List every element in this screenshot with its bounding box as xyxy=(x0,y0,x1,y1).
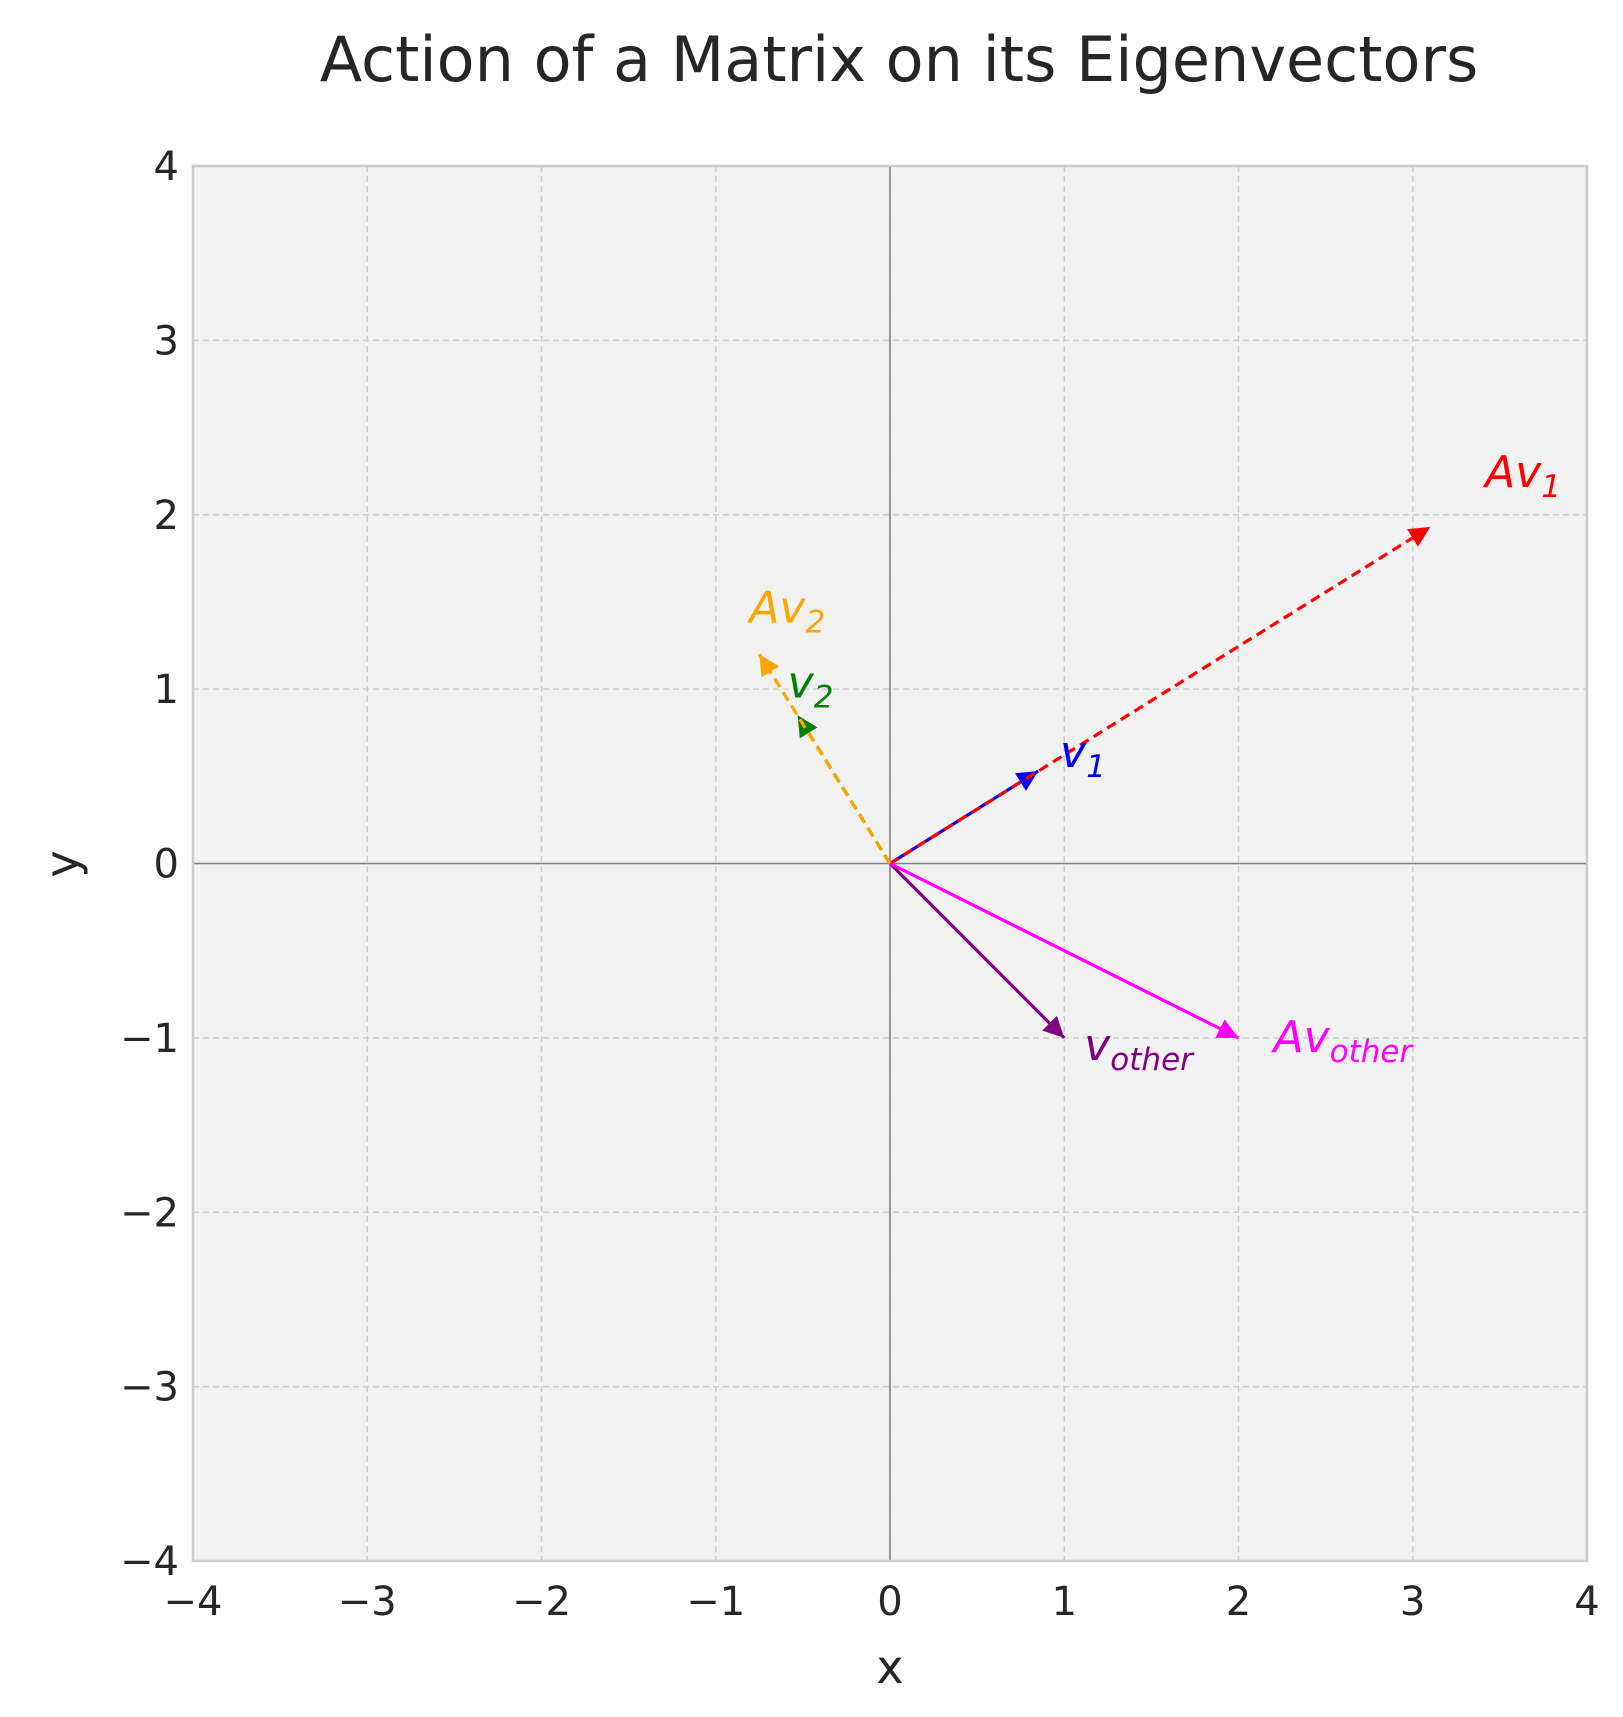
vector-av2 xyxy=(757,653,892,865)
y-tick-labels: −4 −3 −2 −1 0 1 2 3 4 xyxy=(120,144,179,1585)
vectors xyxy=(757,525,1432,1040)
x-axis-label: x xyxy=(876,1640,903,1694)
chart-title: Action of a Matrix on its Eigenvectors xyxy=(320,23,1479,96)
vector-labels: v1 Av1 v2 Av2 vother Avother xyxy=(746,447,1561,1078)
x-tick-label: 4 xyxy=(1574,1579,1599,1625)
y-tick-label: 3 xyxy=(154,318,179,364)
vector-label-v1: v1 xyxy=(1060,727,1106,785)
x-tick-label: 2 xyxy=(1226,1579,1251,1625)
vector-vother xyxy=(888,862,1066,1040)
vector-avother xyxy=(889,862,1240,1040)
x-tick-label: −2 xyxy=(512,1579,571,1625)
y-tick-label: −1 xyxy=(120,1016,179,1062)
y-axis-label: y xyxy=(35,850,89,877)
vector-label-vother: vother xyxy=(1084,1020,1195,1078)
y-tick-label: 0 xyxy=(154,842,179,888)
y-tick-label: 4 xyxy=(154,144,179,190)
y-tick-label: −3 xyxy=(120,1365,179,1411)
y-tick-label: 1 xyxy=(154,667,179,713)
x-tick-label: −3 xyxy=(338,1579,397,1625)
x-tick-label: 3 xyxy=(1400,1579,1425,1625)
x-tick-label: 1 xyxy=(1052,1579,1077,1625)
vector-label-v2: v2 xyxy=(788,657,834,715)
x-tick-labels: −4 −3 −2 −1 0 1 2 3 4 xyxy=(164,1579,1600,1625)
plot-frame xyxy=(191,164,1589,1563)
vector-av1 xyxy=(889,525,1432,865)
y-tick-label: −2 xyxy=(120,1190,179,1236)
x-tick-label: −1 xyxy=(686,1579,745,1625)
y-tick-label: −4 xyxy=(120,1539,179,1585)
vector-label-av2: Av2 xyxy=(746,582,825,640)
vector-label-av1: Av1 xyxy=(1482,447,1561,505)
vector-label-avother: Avother xyxy=(1271,1012,1415,1070)
x-tick-label: 0 xyxy=(877,1579,902,1625)
x-tick-label: −4 xyxy=(164,1579,223,1625)
y-tick-label: 2 xyxy=(154,493,179,539)
